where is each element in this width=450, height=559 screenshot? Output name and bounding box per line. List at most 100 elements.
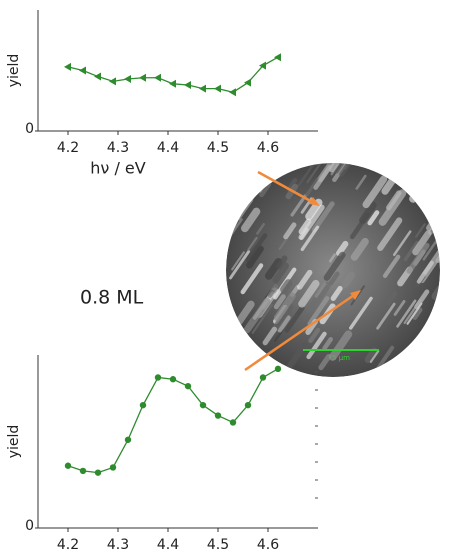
texture (298, 204, 325, 241)
texture (430, 303, 440, 336)
marker (169, 376, 177, 383)
texture (377, 217, 403, 251)
x-tick-label: 4.4 (157, 537, 179, 553)
texture (246, 245, 264, 269)
x-tick-label: 4.5 (207, 140, 229, 156)
texture (341, 271, 355, 288)
texture (436, 292, 440, 306)
marker (199, 84, 206, 93)
texture (414, 223, 426, 238)
texture (436, 163, 440, 169)
marker (79, 467, 87, 475)
texture (336, 240, 349, 257)
marker (124, 436, 132, 443)
marker (154, 374, 162, 381)
texture (386, 290, 398, 306)
arrow (244, 291, 358, 372)
marker (274, 365, 282, 373)
micrograph (226, 163, 440, 377)
texture (298, 279, 320, 308)
texture (328, 253, 337, 263)
texture (270, 303, 294, 334)
texture (242, 163, 260, 177)
texture (378, 189, 407, 226)
marker (94, 469, 102, 476)
texture (333, 163, 350, 174)
y-tick-label: 0 (25, 518, 34, 534)
texture (235, 300, 255, 326)
texture (245, 233, 268, 263)
texture (396, 299, 417, 328)
x-tick-label: 4.3 (107, 140, 129, 156)
scale-label: 5 µm (332, 354, 350, 362)
texture (229, 250, 251, 280)
marker (274, 53, 281, 62)
texture (364, 163, 373, 167)
texture (286, 178, 298, 192)
texture (284, 163, 301, 165)
arrow (257, 170, 317, 206)
texture (280, 279, 293, 294)
texture (349, 296, 373, 330)
texture (264, 258, 283, 280)
texture (311, 201, 335, 233)
texture (420, 185, 433, 202)
texture (306, 331, 327, 360)
texture (273, 292, 296, 322)
texture (376, 302, 396, 330)
x-tick-label: 4.6 (257, 140, 279, 156)
texture (364, 347, 378, 364)
texture (430, 331, 440, 365)
texture (242, 165, 253, 179)
texture (426, 165, 440, 184)
texture (339, 163, 357, 177)
texture (240, 263, 264, 295)
texture (328, 271, 340, 286)
marker (139, 73, 146, 82)
marker (94, 72, 101, 81)
texture (434, 210, 440, 222)
texture (412, 230, 432, 256)
texture (300, 225, 320, 252)
marker (64, 62, 71, 71)
texture (328, 163, 349, 173)
texture (226, 173, 243, 195)
texture (267, 284, 279, 299)
texture (369, 349, 380, 363)
texture (382, 254, 401, 278)
y-tick-label: 0 (25, 121, 34, 137)
texture (328, 330, 353, 361)
x-axis-label: hν / eV (90, 159, 145, 178)
texture (241, 207, 261, 233)
marker (109, 464, 117, 471)
texture (409, 188, 422, 203)
texture (393, 300, 406, 316)
texture (256, 223, 266, 235)
texture (431, 163, 440, 169)
texture (367, 210, 380, 226)
texture (283, 222, 297, 240)
texture (255, 361, 265, 373)
texture (243, 297, 271, 334)
marker (184, 382, 192, 390)
texture (392, 363, 404, 377)
texture (305, 178, 320, 197)
texture (298, 218, 312, 235)
texture (416, 260, 434, 284)
texture (251, 303, 274, 334)
marker (259, 61, 266, 70)
marker (214, 84, 221, 93)
texture (284, 305, 305, 333)
marker (124, 74, 131, 83)
texture (323, 251, 346, 281)
texture (322, 337, 333, 351)
texture (426, 316, 440, 337)
texture (355, 174, 367, 190)
marker (244, 78, 251, 87)
texture (403, 240, 419, 262)
coverage-label: 0.8 ML (80, 287, 144, 309)
marker (169, 79, 176, 88)
marker (64, 462, 72, 469)
x-tick-label: 4.6 (257, 537, 279, 553)
